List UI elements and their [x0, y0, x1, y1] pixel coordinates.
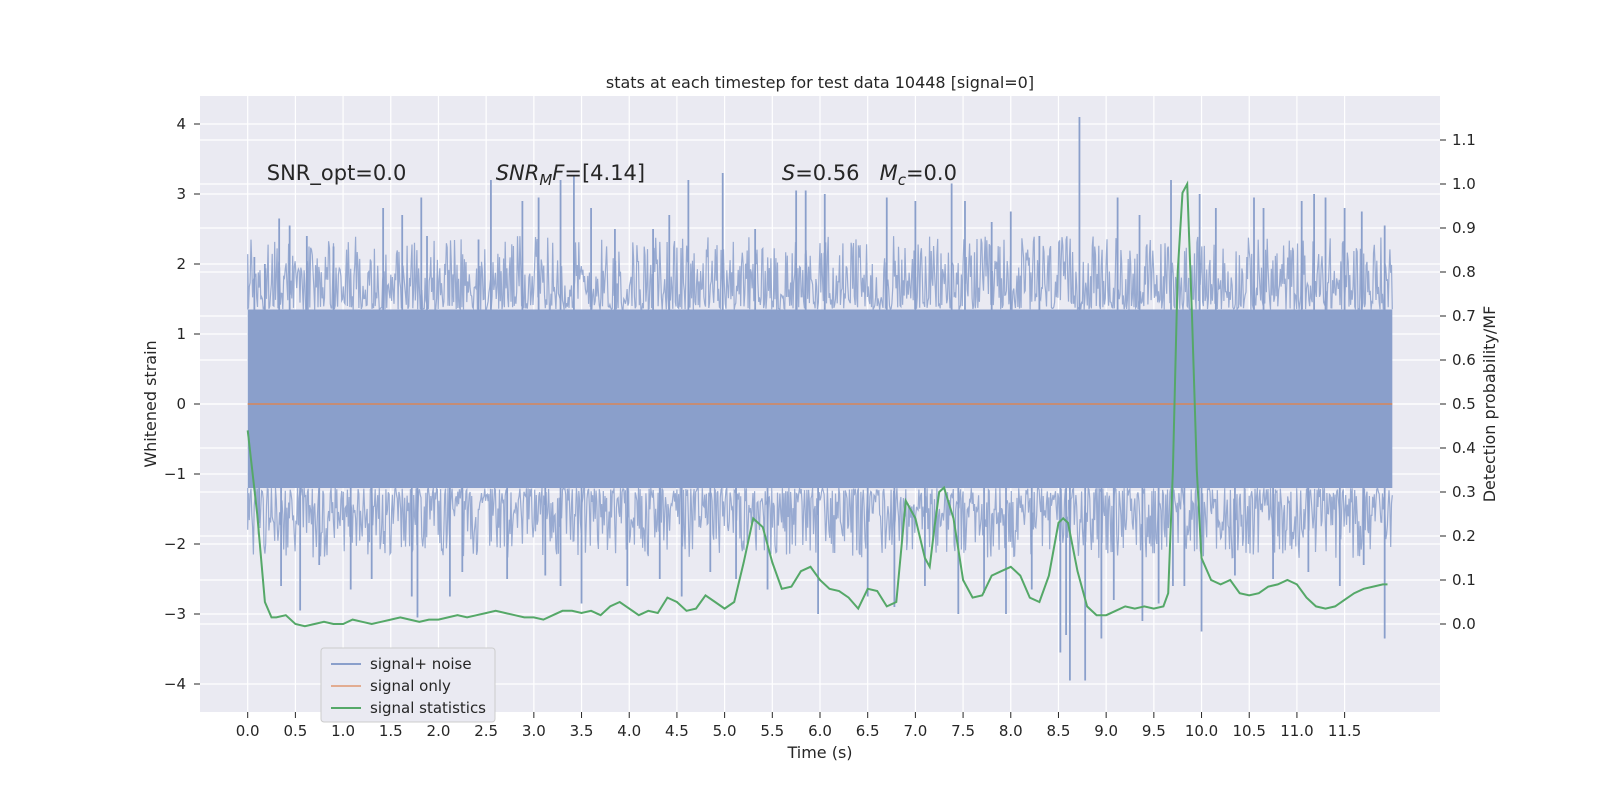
signal-statistics-series	[246, 180, 1388, 628]
x-tick-label: 4.5	[665, 722, 689, 740]
annotation-snr-opt: SNR_opt=0.0	[267, 161, 407, 186]
x-tick-label: 2.5	[474, 722, 498, 740]
y-right-tick-label: 1.0	[1452, 175, 1476, 193]
x-tick-label: 7.0	[903, 722, 927, 740]
y-tick-label: −3	[164, 605, 186, 623]
y-right-tick-label: 0.7	[1452, 307, 1476, 325]
y-tick-label: 3	[176, 185, 186, 203]
y-tick-label: 2	[176, 255, 186, 273]
annotation-layer: SNR_opt=0.0 SNRMF=[4.14] S=0.56 Mc=0.0	[267, 161, 957, 189]
x-tick-label: 11.5	[1328, 722, 1361, 740]
x-tick-label: 6.5	[856, 722, 880, 740]
x-tick-label: 10.0	[1185, 722, 1218, 740]
y-right-tick-label: 0.4	[1452, 439, 1476, 457]
y-axis-label: Whitened strain	[141, 340, 160, 467]
x-tick-label: 4.0	[617, 722, 641, 740]
y-right-tick-label: 0.3	[1452, 483, 1476, 501]
legend: signal+ noise signal only signal statist…	[320, 647, 496, 723]
y-tick-label: −1	[164, 465, 186, 483]
annotation-s-mc: S=0.56 Mc=0.0	[782, 161, 957, 189]
x-tick-label: 5.5	[760, 722, 784, 740]
y-tick-label: −2	[164, 535, 186, 553]
x-tick-label: 7.5	[951, 722, 975, 740]
y-tick-label: 0	[176, 395, 186, 413]
x-tick-label: 5.0	[713, 722, 737, 740]
x-tick-label: 8.0	[999, 722, 1023, 740]
x-tick-label: 10.5	[1233, 722, 1266, 740]
x-axis-label: Time (s)	[786, 743, 852, 762]
y-tick-label: −4	[164, 675, 186, 693]
y-right-tick-label: 0.1	[1452, 571, 1476, 589]
y-tick-label: 1	[176, 325, 186, 343]
legend-box	[320, 647, 496, 723]
y-right-tick-label: 0.2	[1452, 527, 1476, 545]
legend-label-statistics: signal statistics	[370, 699, 486, 717]
y-right-tick-label: 0.0	[1452, 615, 1476, 633]
y-right-tick-label: 0.9	[1452, 219, 1476, 237]
noise-series	[247, 117, 1393, 681]
tick-layer: 0.0 0.5 1.0 1.5 2.0 2.5 3.0 3.5 4.0 4.5 5.0 5.5 6.0 6…	[164, 115, 1476, 740]
y-right-tick-label: 0.5	[1452, 395, 1476, 413]
x-tick-label: 9.0	[1094, 722, 1118, 740]
x-tick-label: 9.5	[1142, 722, 1166, 740]
annotation-snr-mf: SNRMF=[4.14]	[496, 161, 645, 189]
x-tick-label: 3.5	[570, 722, 594, 740]
legend-label-signal: signal only	[370, 677, 451, 695]
y-right-tick-label: 0.6	[1452, 351, 1476, 369]
x-tick-label: 1.5	[379, 722, 403, 740]
signal-statistics-line	[246, 180, 1388, 628]
chart-title: stats at each timestep for test data 104…	[606, 73, 1034, 92]
legend-label-noise: signal+ noise	[370, 655, 472, 673]
x-tick-label: 1.0	[331, 722, 355, 740]
x-tick-label: 3.0	[522, 722, 546, 740]
x-tick-label: 0.5	[283, 722, 307, 740]
x-tick-label: 2.0	[427, 722, 451, 740]
y-tick-label: 4	[176, 115, 186, 133]
y-right-tick-label: 0.8	[1452, 263, 1476, 281]
x-tick-label: 0.0	[236, 722, 260, 740]
y-axis-right-label: Detection probability/MF	[1480, 306, 1499, 503]
noise-core-band	[247, 309, 1393, 488]
x-tick-label: 6.0	[808, 722, 832, 740]
x-tick-label: 8.5	[1047, 722, 1071, 740]
x-tick-label: 11.0	[1280, 722, 1313, 740]
y-right-tick-label: 1.1	[1452, 131, 1476, 149]
noise-upper-edge	[247, 236, 1393, 312]
